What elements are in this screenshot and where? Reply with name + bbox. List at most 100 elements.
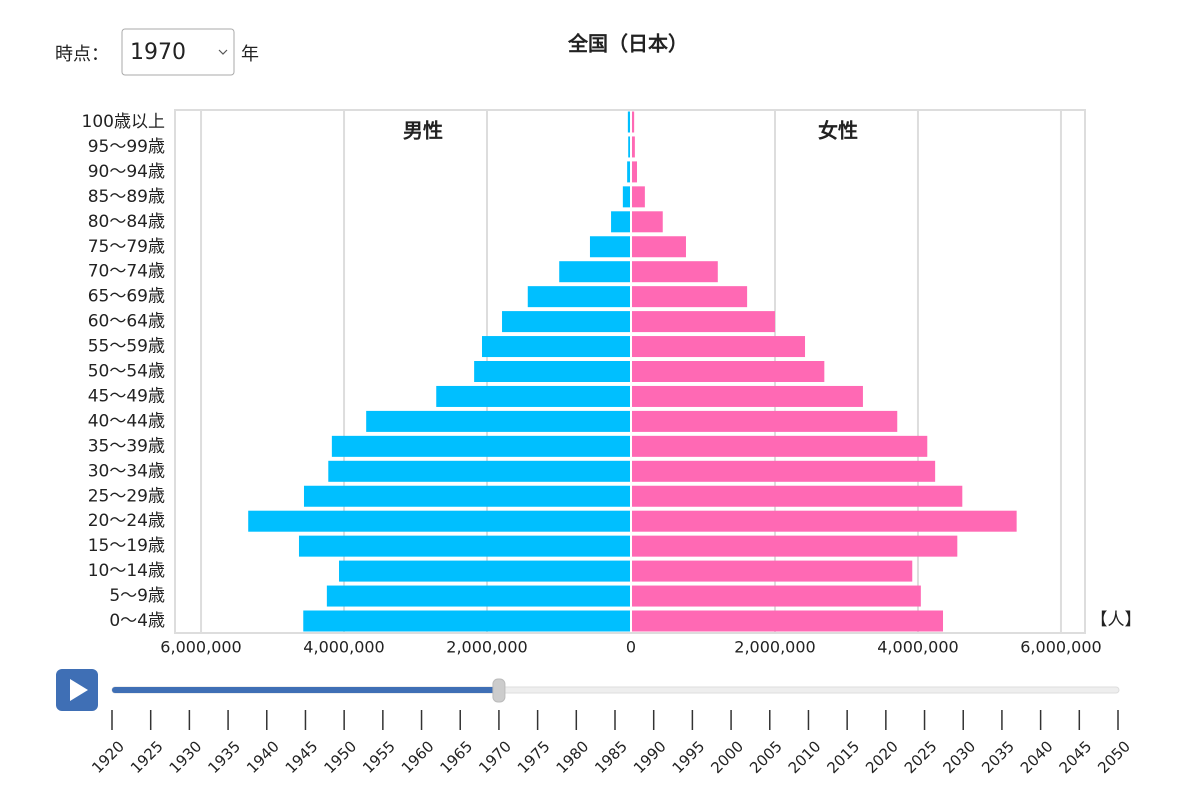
bar [632,211,663,233]
y-tick-label: 30〜34歳 [88,461,165,481]
bar [632,410,898,432]
bar [527,286,630,308]
slider-thumb[interactable] [492,678,506,703]
y-tick-label: 90〜94歳 [88,162,165,182]
bar [632,485,963,507]
timeline-label[interactable]: 2015 [823,737,863,777]
x-tick-label: 6,000,000 [1020,638,1101,657]
x-tick-label: 2,000,000 [446,638,527,657]
bar [303,610,630,632]
y-tick-label: 5〜9歳 [109,586,165,606]
year-unit: 年 [241,44,259,65]
timeline-label[interactable]: 1960 [398,737,438,777]
timeline-label[interactable]: 2045 [1056,737,1096,777]
timeline-label[interactable]: 2035 [978,737,1018,777]
bar [632,510,1017,532]
select-value[interactable]: 1970 [130,40,186,65]
y-tick-label: 10〜14歳 [88,561,165,581]
timeline-label[interactable]: 2040 [1017,737,1057,777]
bar [632,161,638,183]
time-label: 時点： [55,44,109,65]
bar [632,311,775,333]
y-tick-label: 40〜44歳 [88,411,165,431]
timeline-label[interactable]: 1965 [437,737,477,777]
y-tick-label: 85〜89歳 [88,187,165,207]
timeline-label[interactable]: 2005 [746,737,786,777]
play-button[interactable] [56,669,98,711]
timeline-label[interactable]: 1925 [127,737,167,777]
y-tick-label: 100歳以上 [82,112,165,132]
y-tick-label: 60〜64歳 [88,312,165,332]
bar [632,111,635,133]
bar [474,361,630,382]
y-tick-label: 50〜54歳 [88,362,165,382]
bar [632,186,645,208]
y-tick-label: 65〜69歳 [88,287,165,307]
series-label: 男性 [403,119,443,143]
bar [589,236,630,258]
y-tick-label: 0〜4歳 [109,611,165,631]
bar [628,136,630,158]
plot-frame [174,109,1086,634]
unit-label: 【人】 [1091,610,1142,630]
y-tick-label: 25〜29歳 [88,486,165,506]
timeline-label[interactable]: 2020 [862,737,902,777]
timeline-label[interactable]: 1995 [669,737,709,777]
bar [632,435,928,457]
bar [248,510,630,532]
series-label: 女性 [818,119,858,143]
timeline-label[interactable]: 2050 [1094,737,1134,777]
timeline-label[interactable]: 1920 [88,737,128,777]
timeline-label[interactable]: 1950 [320,737,360,777]
bar [611,211,630,233]
timeline-label[interactable]: 2010 [785,737,825,777]
bar [632,560,913,582]
timeline-label[interactable]: 1945 [282,737,322,777]
timeline-label[interactable]: 1970 [475,737,515,777]
bar [298,535,630,557]
timeline-label[interactable]: 1955 [359,737,399,777]
play-icon [70,679,88,701]
select-box[interactable] [121,28,235,76]
bar [366,410,630,432]
timeline-label[interactable]: 2000 [707,737,747,777]
timeline-label[interactable]: 1990 [630,737,670,777]
bar [632,535,958,557]
bar [559,261,630,283]
bar [622,186,630,208]
bar [632,236,686,258]
slider-progress [112,687,499,693]
bar [502,311,630,333]
timeline-label[interactable]: 1975 [514,737,554,777]
bar [627,161,630,183]
chart-title: 全国（日本） [567,32,688,56]
bar [632,361,825,382]
timeline-label[interactable]: 1985 [591,737,631,777]
bar [632,336,806,358]
y-tick-label: 15〜19歳 [88,536,165,556]
timeline-label[interactable]: 1980 [553,737,593,777]
timeline-label[interactable]: 1930 [166,737,206,777]
timeline-label[interactable]: 2025 [901,737,941,777]
bar [339,560,630,582]
year-select[interactable]: 1970 [121,28,235,76]
y-tick-label: 35〜39歳 [88,436,165,456]
x-tick-label: 4,000,000 [877,638,958,657]
bar [303,485,630,507]
bar [632,610,944,632]
bar [326,585,630,607]
bar [328,460,630,482]
bar [632,261,718,283]
y-tick-label: 55〜59歳 [88,337,165,357]
timeline-label[interactable]: 1935 [204,737,244,777]
bar [482,336,630,358]
timeline-label[interactable]: 1940 [243,737,283,777]
bar [436,385,630,407]
timeline-label[interactable]: 2030 [940,737,980,777]
bar [632,385,863,407]
y-tick-label: 75〜79歳 [88,237,165,257]
x-tick-label: 2,000,000 [734,638,815,657]
x-tick-label: 0 [626,638,636,657]
x-tick-label: 4,000,000 [303,638,384,657]
